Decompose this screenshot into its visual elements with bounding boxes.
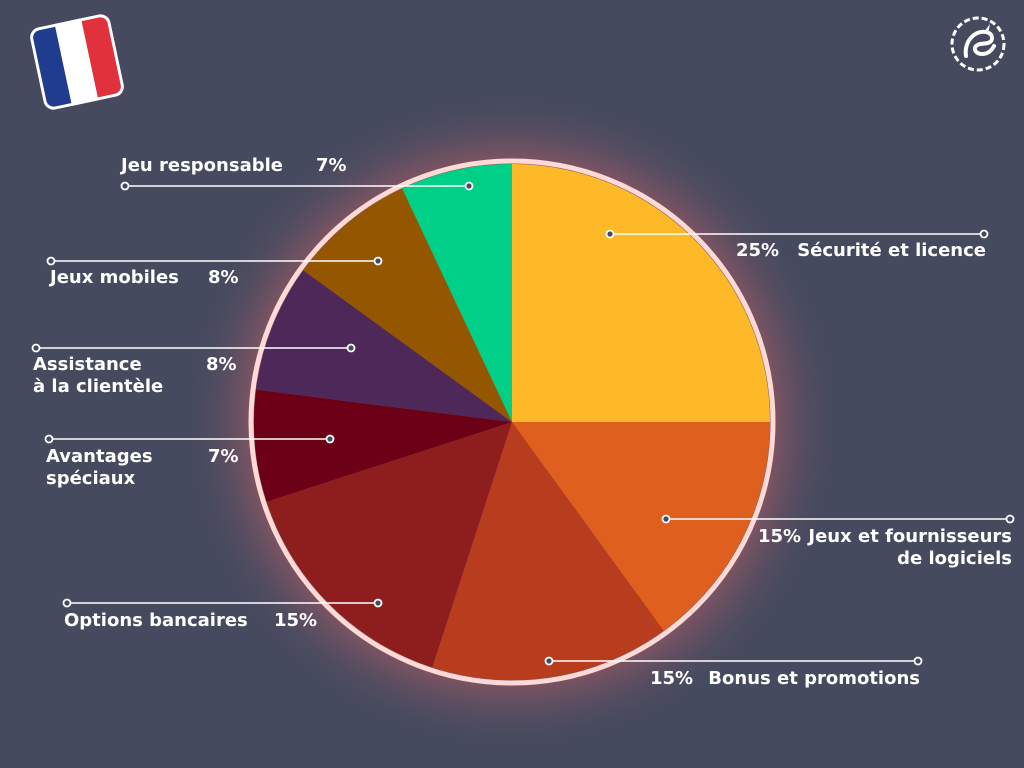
leader-dot: [325, 434, 335, 444]
pie-slice-options-bancaires: [266, 422, 512, 668]
slice-label: Avantages spéciaux: [46, 446, 153, 489]
leader-dot: [373, 256, 383, 266]
leader-dot: [44, 434, 54, 444]
leader-dot: [120, 181, 130, 191]
slice-value: 15%: [274, 610, 318, 631]
leader-dot: [661, 514, 671, 524]
pie-slice-jeu-responsable: [402, 164, 512, 422]
leader-dot: [605, 229, 615, 239]
slice-label: Assistance à la clientèle: [33, 354, 164, 397]
slice-value: 7%: [208, 446, 239, 467]
leader-dot: [31, 343, 41, 353]
leader-dot: [913, 656, 923, 666]
leader-dot: [46, 256, 56, 266]
leader-dot: [544, 656, 554, 666]
leader-dot: [346, 343, 356, 353]
slice-value: 15%: [758, 526, 802, 547]
leader-dot: [373, 598, 383, 608]
pie-slice-bonus-et-promotions: [432, 422, 664, 680]
pie-slice-jeux-et-fournisseurs-de-logiciels: [512, 422, 770, 631]
leader-dot: [979, 229, 989, 239]
slice-label: Options bancaires: [64, 610, 248, 631]
leader-dot: [62, 598, 72, 608]
slice-value: 7%: [316, 155, 347, 176]
slice-value: 8%: [206, 354, 237, 375]
slice-value: 8%: [208, 267, 239, 288]
slice-label: Jeux mobiles: [50, 267, 179, 288]
france-flag-icon: [28, 12, 126, 112]
pie-slice-avantages-speciaux: [254, 389, 512, 502]
slice-value: 15%: [650, 668, 694, 689]
slice-label: Jeu responsable: [121, 155, 283, 176]
pie-slice-assistance-a-la-clientele: [256, 270, 512, 422]
pie-slice-jeux-mobiles: [303, 188, 512, 422]
pie-slice-securite-et-licence: [512, 164, 770, 422]
slice-label: Jeux et fournisseurs de logiciels: [808, 526, 1012, 569]
slice-label: Bonus et promotions: [708, 668, 920, 689]
leader-dot: [1005, 514, 1015, 524]
slice-value: 25%: [736, 240, 780, 261]
dragon-icon: [950, 16, 1006, 72]
slice-label: Sécurité et licence: [797, 240, 986, 261]
pie-border: [248, 158, 776, 686]
leader-dot: [464, 181, 474, 191]
